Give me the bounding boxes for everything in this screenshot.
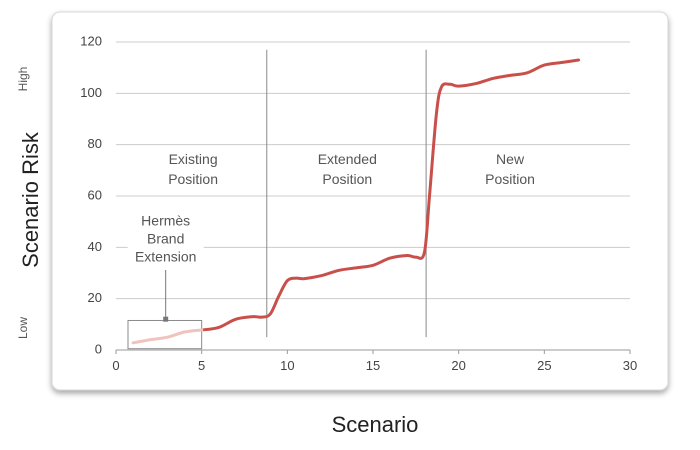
region-label: Extended Position xyxy=(318,151,377,187)
annotation-layer: Hermès Brand Extension xyxy=(127,210,204,350)
annotation-pointer-head xyxy=(163,316,169,322)
region-layer: Existing Position Extended Position New Posit… xyxy=(168,151,535,187)
plot-card xyxy=(51,11,669,391)
tick-layer: 0 20 40 60 80 100 120 0 5 10 15 20 25 30 xyxy=(80,33,637,373)
region-label: New Position xyxy=(485,151,535,187)
region-label-line: Existing xyxy=(169,151,218,167)
divider-layer xyxy=(266,49,427,338)
region-label-line: Position xyxy=(322,171,372,187)
annotation-label-line: Hermès xyxy=(141,213,190,229)
y-tick-label: 100 xyxy=(80,85,102,100)
series-line-0 xyxy=(200,58,581,332)
y-axis-title: Scenario Risk xyxy=(18,131,43,268)
region-label: Existing Position xyxy=(168,151,218,187)
x-tick-label: 5 xyxy=(198,358,205,373)
x-tick-label: 0 xyxy=(112,358,119,373)
x-tick-label: 25 xyxy=(537,358,551,373)
region-label-line: Position xyxy=(485,171,535,187)
y-axis-low-label: Low xyxy=(16,317,30,339)
y-tick-label: 80 xyxy=(88,136,102,151)
region-label-line: New xyxy=(496,151,525,167)
x-axis-title: Scenario xyxy=(332,412,419,437)
y-tick-label: 20 xyxy=(88,290,102,305)
x-tick-label: 10 xyxy=(280,358,294,373)
x-tick-label: 30 xyxy=(623,358,637,373)
annotation-label-line: Brand xyxy=(147,231,184,247)
x-tick-label: 20 xyxy=(451,358,465,373)
series-line-1 xyxy=(131,328,204,345)
annotation-label-bg xyxy=(127,210,204,270)
region-label-line: Extended xyxy=(318,151,377,167)
series-layer xyxy=(131,58,581,345)
y-axis-high-label: High xyxy=(16,67,30,92)
y-tick-label: 60 xyxy=(88,187,102,202)
y-tick-label: 40 xyxy=(88,239,102,254)
region-label-line: Position xyxy=(168,171,218,187)
y-tick-label: 0 xyxy=(95,341,102,356)
x-tick-label: 15 xyxy=(366,358,380,373)
annotation-label-line: Extension xyxy=(135,249,196,265)
y-tick-label: 120 xyxy=(80,33,102,48)
